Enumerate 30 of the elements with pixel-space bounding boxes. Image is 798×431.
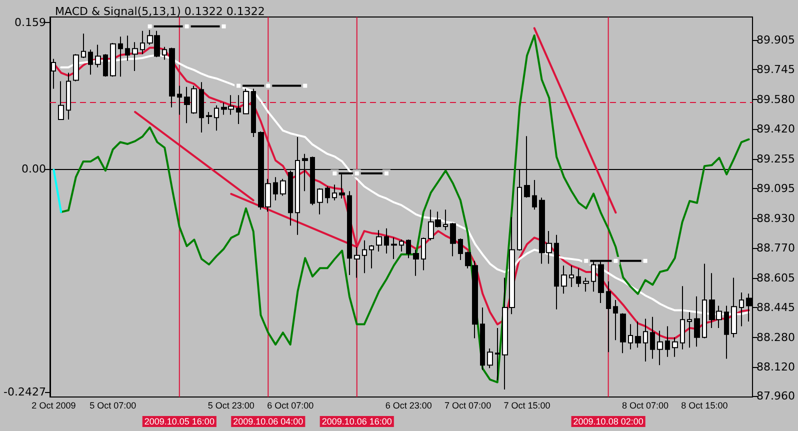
x-tick-label: 2009.10.06 04:00 xyxy=(233,416,304,426)
x-tick-label: 8 Oct 07:00 xyxy=(622,400,669,410)
y-tick-label: 89.580 xyxy=(756,93,796,106)
y-tick-label: 89.905 xyxy=(756,34,796,47)
x-tick-label: 2009.10.05 16:00 xyxy=(144,416,214,426)
y2-tick-label: 0.159 xyxy=(14,16,46,30)
x-tick-label: 8 Oct 15:00 xyxy=(681,400,728,410)
x-tick-label: 6 Oct 23:00 xyxy=(385,400,432,410)
x-tick-label: 5 Oct 23:00 xyxy=(208,400,254,410)
x-tick-label: 2009.10.08 02:00 xyxy=(573,416,644,426)
x-tick-label: 7 Oct 07:00 xyxy=(444,400,492,410)
y-tick-label: 88.445 xyxy=(756,300,796,314)
y-tick-label: 89.420 xyxy=(756,122,796,136)
x-tick-label: 2 Oct 2009 xyxy=(32,400,76,410)
y-tick-label: 88.120 xyxy=(756,360,796,374)
x-tick-label: 6 Oct 07:00 xyxy=(267,400,314,410)
y-tick-label: 89.745 xyxy=(756,63,796,76)
y2-tick-label: 0.00 xyxy=(22,162,46,176)
y-tick-label: 87.960 xyxy=(756,390,796,403)
y-tick-label: 88.605 xyxy=(756,272,796,285)
y-tick-label: 88.770 xyxy=(756,241,796,254)
x-tick-label: 2009.10.06 16:00 xyxy=(322,416,392,426)
y-tick-label: 88.280 xyxy=(756,331,796,344)
x-tick-label: 7 Oct 15:00 xyxy=(504,400,550,410)
x-tick-label: 5 Oct 07:00 xyxy=(90,400,136,410)
chart-title: MACD & Signal(5,13,1) 0.1322 0.1322 xyxy=(55,5,265,18)
y-tick-label: 88.930 xyxy=(756,212,796,226)
y-tick-label: 89.255 xyxy=(756,152,796,166)
y-tick-label: 89.095 xyxy=(756,182,796,195)
y2-tick-label: -0.2427 xyxy=(4,386,46,399)
